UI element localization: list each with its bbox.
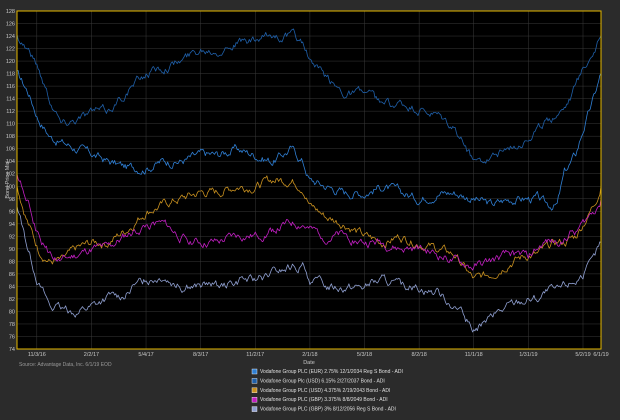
y-tick-label: 96	[9, 209, 15, 215]
y-tick-label: 80	[9, 309, 15, 315]
y-tick-label: 86	[9, 272, 15, 278]
y-tick-label: 104	[6, 159, 15, 165]
y-tick-label: 114	[6, 97, 15, 103]
x-tick-label: 5/4/17	[138, 352, 153, 358]
x-tick-label: 5/2/19	[575, 352, 590, 358]
x-tick-label: 2/1/18	[302, 352, 317, 358]
legend-label: Vodafone Group Plc (USD) 6.15% 2/27/2037…	[260, 378, 385, 384]
x-tick-label: 6/1/19	[593, 352, 608, 358]
x-tick-label: 5/3/18	[357, 352, 372, 358]
y-tick-label: 112	[6, 109, 15, 115]
y-tick-label: 120	[6, 59, 15, 65]
y-tick-label: 116	[6, 84, 15, 90]
y-tick-label: 118	[6, 72, 15, 78]
x-tick-label: 8/3/17	[193, 352, 208, 358]
plot-area	[17, 11, 601, 349]
y-tick-label: 128	[6, 9, 15, 15]
y-tick-label: 122	[6, 47, 15, 53]
y-tick-label: 110	[6, 122, 15, 128]
y-tick-label: 108	[6, 134, 15, 140]
legend-swatch	[251, 406, 258, 412]
y-tick-label: 94	[9, 222, 15, 228]
x-tick-label: 1/31/19	[519, 352, 537, 358]
y-tick-label: 98	[9, 197, 15, 203]
legend-swatch	[251, 378, 258, 384]
legend: Vodafone Group PLC (EUR) 2.75% 12/1/2034…	[251, 368, 403, 413]
y-axis-ticks: 74 76 78 80 82 84 86 88 90 92 94 96 98 100 102 104 106 10…	[6, 9, 15, 353]
x-axis-title: Date	[303, 360, 315, 366]
y-tick-label: 88	[9, 259, 15, 265]
y-tick-label: 92	[9, 234, 15, 240]
series-line-5	[16, 205, 602, 333]
x-tick-label: 2/2/17	[84, 352, 99, 358]
series-line-1	[16, 70, 602, 211]
y-tick-label: 90	[9, 247, 15, 253]
x-axis-ticks: 11/3/16 2/2/17 5/4/17 8/3/17 11/2/17 2/1/18 5/…	[28, 352, 609, 358]
x-tick-label: 11/1/18	[465, 352, 483, 358]
source-note: Source: Advantage Data, Inc. 6/1/19 EOD	[19, 362, 112, 368]
legend-swatch	[251, 368, 258, 375]
series-line-2	[16, 28, 602, 164]
legend-swatch	[251, 397, 258, 403]
y-tick-label: 124	[6, 34, 15, 40]
y-tick-label: 78	[9, 322, 15, 328]
grid-layer	[17, 10, 602, 350]
y-tick-label: 126	[6, 22, 15, 28]
series-line-3	[16, 175, 602, 279]
series-line-4	[16, 173, 602, 271]
plot-border	[16, 10, 602, 350]
legend-label: Vodafone Group PLC (EUR) 2.75% 12/1/2034…	[260, 369, 403, 375]
x-tick-label: 8/2/18	[411, 352, 426, 358]
x-tick-label: 11/2/17	[246, 352, 264, 358]
y-tick-label: 102	[6, 172, 15, 178]
legend-label: Vodafone Group PLC (GBP) 3% 8/12/2056 Re…	[260, 407, 396, 413]
y-tick-label: 82	[9, 297, 15, 303]
y-tick-label: 106	[6, 147, 15, 153]
legend-label: Vodafone Group PLC (GBP) 3.375% 8/8/2049…	[260, 397, 388, 403]
x-tick-label: 11/3/16	[28, 352, 46, 358]
legend-label: Vodafone Group PLC (USD) 4.375% 2/19/204…	[260, 388, 390, 394]
y-tick-label: 84	[9, 284, 15, 290]
y-tick-label: 76	[9, 334, 15, 340]
series-layer	[16, 28, 602, 333]
y-tick-label: 74	[9, 347, 15, 353]
y-axis-title: Bond Price Mid	[5, 161, 11, 198]
legend-swatch	[251, 387, 258, 393]
y-tick-label: 100	[6, 184, 15, 190]
